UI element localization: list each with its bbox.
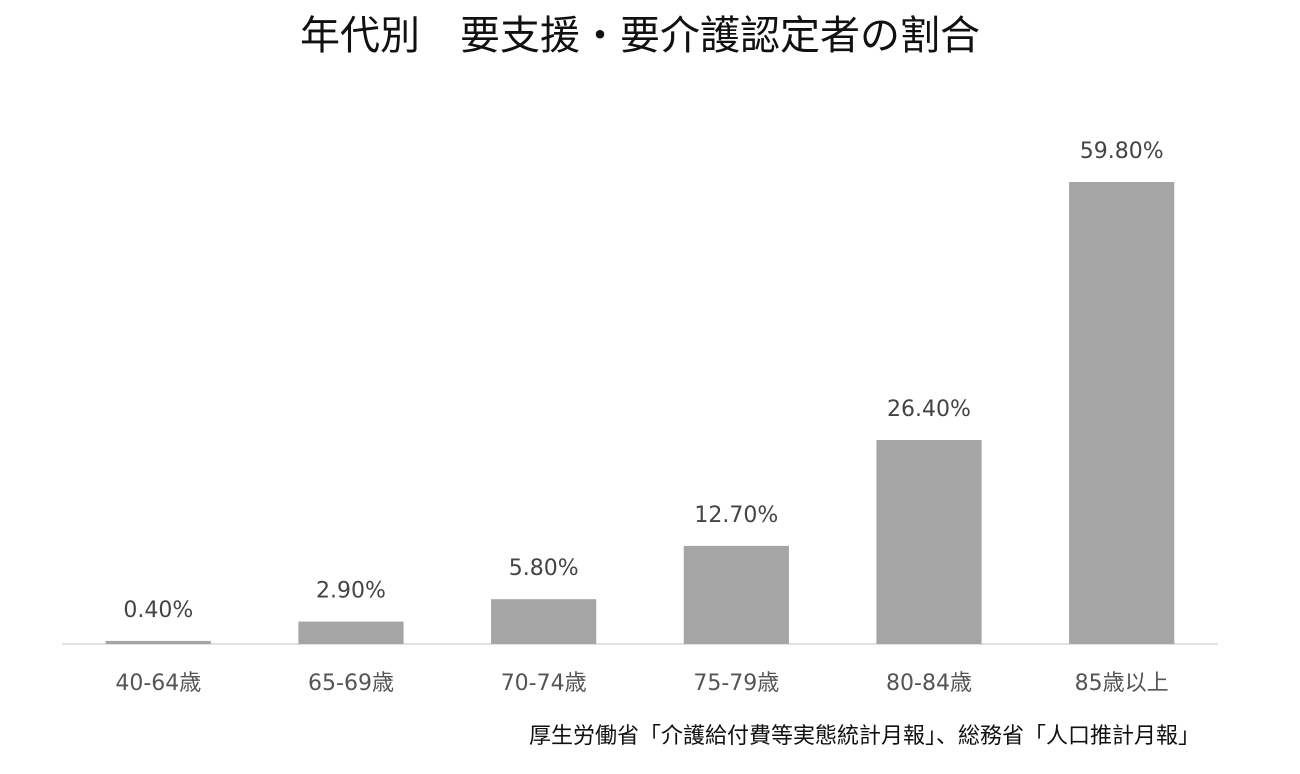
x-tick-label: 75-79歳 — [693, 671, 779, 696]
data-label: 59.80% — [1080, 139, 1164, 164]
x-tick-label: 80-84歳 — [886, 671, 972, 696]
data-label: 0.40% — [123, 598, 193, 623]
chart-title: 年代別 要支援・要介護認定者の割合 — [300, 13, 980, 59]
data-label: 2.90% — [316, 579, 386, 604]
x-tick-label: 70-74歳 — [501, 671, 587, 696]
bar — [1069, 182, 1175, 644]
bar — [876, 440, 982, 644]
data-label: 26.40% — [887, 397, 971, 422]
bar — [105, 640, 211, 644]
bar — [298, 621, 404, 644]
bar — [683, 545, 789, 644]
x-tick-label: 85歳以上 — [1075, 671, 1169, 696]
data-label: 5.80% — [509, 556, 579, 581]
x-tick-label: 40-64歳 — [115, 671, 201, 696]
bar — [491, 599, 597, 644]
x-tick-label: 65-69歳 — [308, 671, 394, 696]
source-note: 厚生労働省「介護給付費等実態統計月報」、総務省「人口推計月報」 — [529, 724, 1200, 749]
data-label: 12.70% — [694, 503, 778, 528]
